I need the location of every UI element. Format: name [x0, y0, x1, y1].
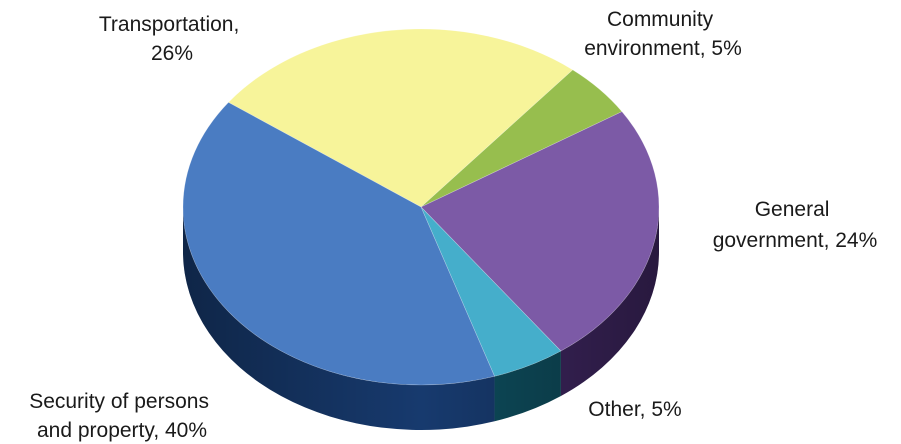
slice-label-other: Other, 5%	[588, 398, 681, 421]
pie-slice-community-environment	[420, 69, 623, 208]
slice-label-security: Security of persons and property, 40%	[29, 390, 215, 442]
pie-slice-transportation	[227, 28, 574, 208]
pie-slices	[182, 28, 660, 386]
slice-label-transportation: Transportation, 26%	[99, 13, 245, 65]
pie-slice-general-government	[420, 111, 660, 352]
pie-slice-other	[420, 206, 562, 377]
slice-label-community-environment: Community environment, 5%	[584, 8, 742, 60]
pie-slice-security-of-persons-and-property	[182, 102, 495, 386]
pie-sides	[183, 207, 660, 430]
pie-rim-shade	[183, 207, 659, 430]
slice-label-general-government: General government, 24%	[713, 198, 878, 252]
